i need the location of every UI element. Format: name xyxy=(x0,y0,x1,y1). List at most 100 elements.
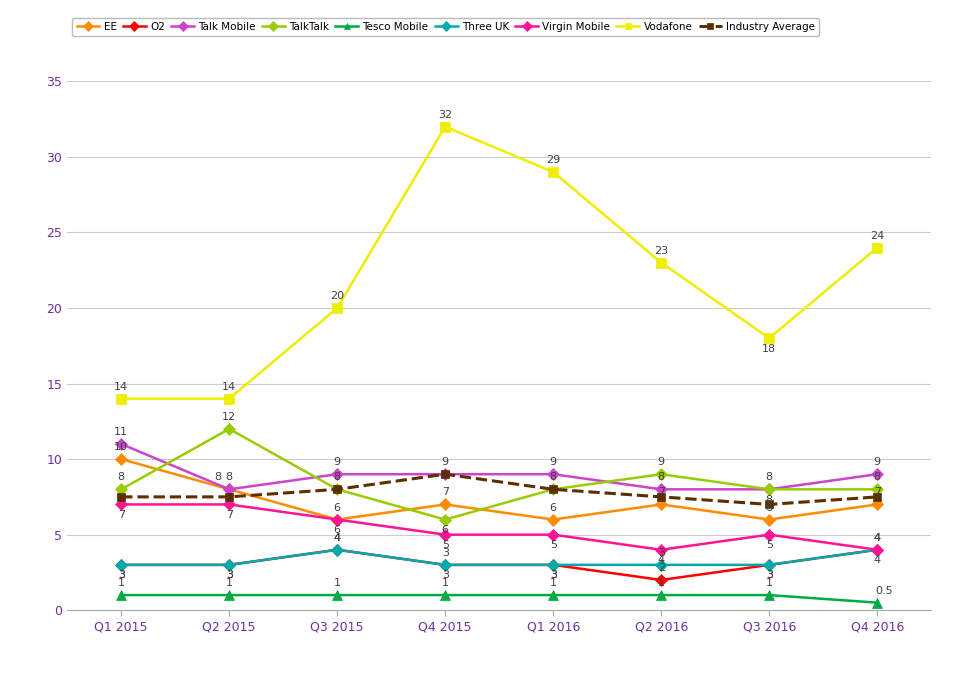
EE xyxy=(763,515,775,523)
Text: 0.5: 0.5 xyxy=(876,586,893,596)
TalkTalk xyxy=(763,485,775,494)
Text: 8: 8 xyxy=(226,473,232,482)
Text: 9: 9 xyxy=(874,457,880,467)
Line: Three UK: Three UK xyxy=(117,546,881,569)
Text: 5: 5 xyxy=(766,540,773,550)
Text: 24: 24 xyxy=(870,231,884,241)
Line: Talk Mobile: Talk Mobile xyxy=(117,440,881,494)
Text: 1: 1 xyxy=(766,578,773,588)
Talk Mobile xyxy=(440,470,451,478)
Line: Virgin Mobile: Virgin Mobile xyxy=(117,500,881,554)
EE xyxy=(331,515,343,523)
TalkTalk xyxy=(331,485,343,494)
Three UK xyxy=(872,546,883,554)
TalkTalk xyxy=(547,485,559,494)
Virgin Mobile xyxy=(115,500,127,508)
Text: 14: 14 xyxy=(114,382,129,392)
Text: 4: 4 xyxy=(874,555,880,565)
Talk Mobile xyxy=(763,485,775,494)
Text: 8: 8 xyxy=(118,473,125,482)
Text: 8: 8 xyxy=(766,494,773,504)
Talk Mobile xyxy=(547,470,559,478)
O2 xyxy=(763,561,775,569)
Text: 3: 3 xyxy=(118,570,125,580)
Industry Average xyxy=(331,485,343,494)
Text: 8: 8 xyxy=(214,473,222,482)
Text: 3: 3 xyxy=(766,570,773,580)
Text: 6: 6 xyxy=(334,525,341,535)
Vodafone xyxy=(224,395,235,403)
Three UK xyxy=(115,561,127,569)
Virgin Mobile xyxy=(872,546,883,554)
Tesco Mobile xyxy=(115,591,127,599)
Vodafone xyxy=(872,243,883,252)
EE xyxy=(547,515,559,523)
Text: 1: 1 xyxy=(334,578,341,588)
Virgin Mobile xyxy=(547,531,559,539)
Text: 7: 7 xyxy=(874,487,880,498)
Text: 5: 5 xyxy=(550,540,557,550)
Text: 18: 18 xyxy=(762,344,777,353)
Text: 5: 5 xyxy=(442,540,448,550)
Text: 3: 3 xyxy=(442,548,448,558)
Text: 14: 14 xyxy=(222,382,236,392)
Vodafone xyxy=(115,395,127,403)
Text: 32: 32 xyxy=(438,110,452,120)
Talk Mobile xyxy=(331,470,343,478)
Text: 1: 1 xyxy=(226,578,232,588)
Text: 6: 6 xyxy=(550,502,557,513)
Text: 3: 3 xyxy=(550,570,557,580)
TalkTalk xyxy=(440,515,451,523)
Three UK xyxy=(331,546,343,554)
Text: 4: 4 xyxy=(658,555,664,565)
Industry Average xyxy=(440,470,451,478)
Text: 2: 2 xyxy=(658,563,664,573)
Virgin Mobile xyxy=(763,531,775,539)
Text: 9: 9 xyxy=(334,457,341,467)
Tesco Mobile xyxy=(547,591,559,599)
Three UK xyxy=(763,561,775,569)
Text: 9: 9 xyxy=(550,457,557,467)
O2 xyxy=(224,561,235,569)
Virgin Mobile xyxy=(331,515,343,523)
O2 xyxy=(440,561,451,569)
TalkTalk xyxy=(872,485,883,494)
Line: TalkTalk: TalkTalk xyxy=(117,424,881,523)
Text: 4: 4 xyxy=(334,533,341,543)
Talk Mobile xyxy=(656,485,667,494)
Vodafone xyxy=(331,304,343,312)
TalkTalk xyxy=(115,485,127,494)
Text: 6: 6 xyxy=(334,502,341,513)
Text: 7: 7 xyxy=(226,510,232,520)
Industry Average xyxy=(224,493,235,501)
Text: 29: 29 xyxy=(546,155,561,165)
Text: 4: 4 xyxy=(334,533,341,543)
EE xyxy=(656,500,667,508)
Text: 3: 3 xyxy=(658,548,664,558)
Tesco Mobile xyxy=(872,599,883,607)
Virgin Mobile xyxy=(224,500,235,508)
Text: 6: 6 xyxy=(766,502,773,513)
Text: 4: 4 xyxy=(874,533,880,543)
Line: Tesco Mobile: Tesco Mobile xyxy=(116,591,882,607)
Tesco Mobile xyxy=(656,591,667,599)
Text: 3: 3 xyxy=(442,570,448,580)
Virgin Mobile xyxy=(656,546,667,554)
Text: 1: 1 xyxy=(550,578,557,588)
Virgin Mobile xyxy=(440,531,451,539)
Vodafone xyxy=(440,123,451,131)
Line: Industry Average: Industry Average xyxy=(117,470,881,508)
Tesco Mobile xyxy=(331,591,343,599)
Line: EE: EE xyxy=(117,455,881,523)
EE xyxy=(115,455,127,463)
Text: 8: 8 xyxy=(766,473,773,482)
EE xyxy=(440,500,451,508)
TalkTalk xyxy=(656,470,667,478)
Text: 6: 6 xyxy=(442,525,448,535)
Vodafone xyxy=(656,258,667,266)
O2 xyxy=(872,546,883,554)
Text: 7: 7 xyxy=(442,487,448,498)
Three UK xyxy=(656,561,667,569)
Three UK xyxy=(547,561,559,569)
Text: 3: 3 xyxy=(226,570,232,580)
